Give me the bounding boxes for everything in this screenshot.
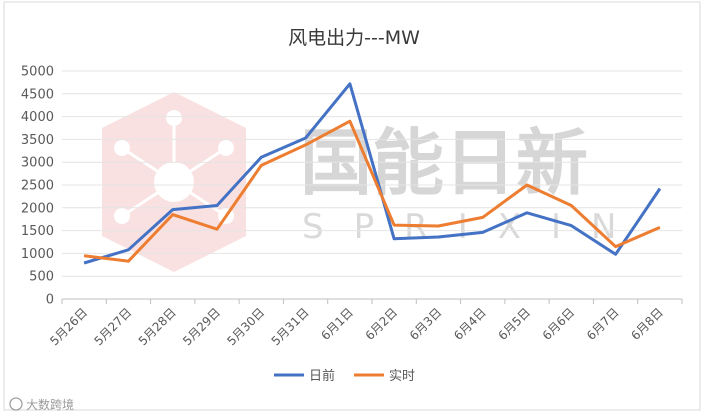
y-tick-label: 5000 xyxy=(21,65,54,80)
y-tick-label: 1500 xyxy=(21,224,54,239)
source-label: 大数跨境 xyxy=(26,397,74,412)
watermark-logo xyxy=(102,92,246,272)
legend-label-0: 日前 xyxy=(309,368,335,384)
chart-title: 风电出力---MW xyxy=(288,27,420,49)
y-tick-label: 3000 xyxy=(21,156,54,171)
watermark-brand-en: SPRIXIN xyxy=(302,207,647,247)
footer-source: 大数跨境 xyxy=(9,397,74,412)
y-tick-label: 2000 xyxy=(21,201,54,216)
y-tick-label: 500 xyxy=(29,270,54,285)
series-line-1 xyxy=(83,119,661,263)
legend-label-1: 实时 xyxy=(389,369,415,384)
y-tick-label: 2500 xyxy=(21,179,54,194)
y-tick-label: 3500 xyxy=(21,133,54,148)
y-tick-label: 4000 xyxy=(21,110,54,125)
series-lines xyxy=(83,82,662,265)
series-line-0 xyxy=(83,82,662,265)
y-axis-ticks: 0 500 1000 1500 2000 2500 3000 3500 4000 4500 5000 xyxy=(21,65,54,308)
y-tick-label: 0 xyxy=(46,293,54,308)
legend: 日前 实时 xyxy=(274,368,415,384)
source-logo-icon xyxy=(9,397,23,411)
y-tick-label: 4500 xyxy=(21,87,54,102)
y-tick-label: 1000 xyxy=(21,247,54,262)
